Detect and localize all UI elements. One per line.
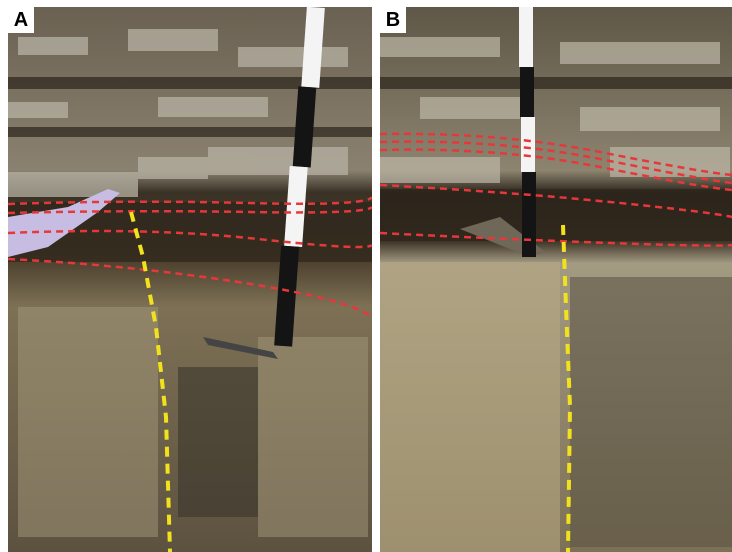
outcrop-photo-a <box>8 7 372 552</box>
hand <box>8 189 120 257</box>
photo-panel-a: A <box>8 7 372 552</box>
fault-line <box>561 224 573 552</box>
panel-label-a: A <box>8 7 34 33</box>
bedding-lines <box>380 132 732 247</box>
panel-label-b: B <box>380 7 406 33</box>
photo-panel-b: B <box>380 7 732 552</box>
measuring-pole <box>519 7 536 257</box>
outcrop-photo-b <box>380 7 732 552</box>
measuring-pole <box>274 7 325 347</box>
bedding-lines <box>8 196 372 319</box>
pick-head <box>203 337 278 359</box>
